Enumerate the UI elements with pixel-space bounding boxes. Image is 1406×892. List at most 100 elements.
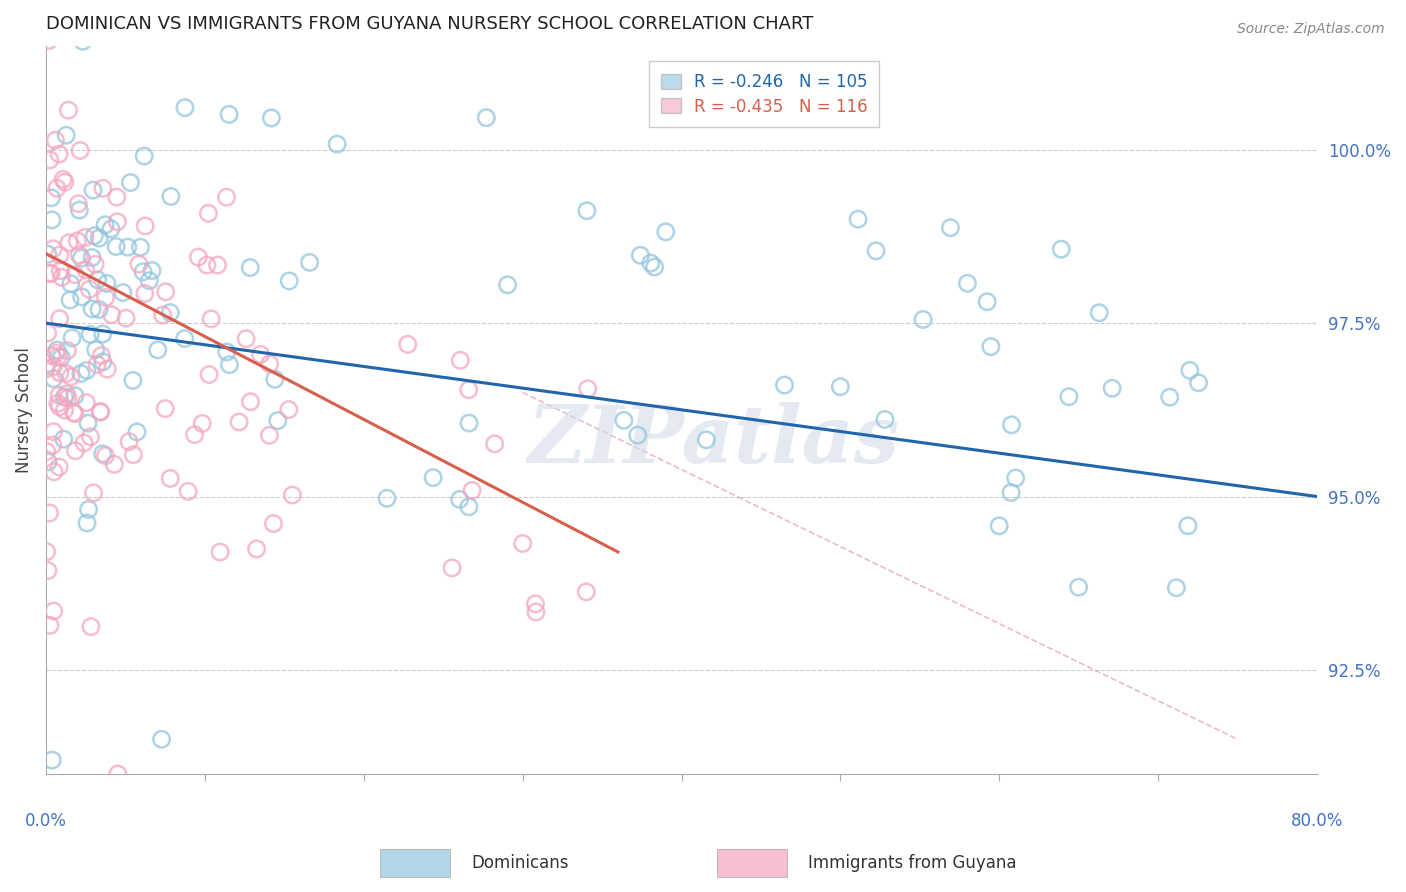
Point	[128, 257, 150, 271]
Point	[35, 544, 58, 558]
Point	[939, 220, 962, 235]
Point	[239, 260, 262, 275]
Point	[1057, 390, 1080, 404]
Point	[41, 753, 63, 767]
Point	[298, 255, 321, 269]
Point	[449, 353, 471, 368]
Point	[56, 391, 79, 405]
Point	[132, 265, 155, 279]
Point	[39, 266, 62, 280]
Point	[37, 455, 59, 469]
Point	[122, 373, 145, 387]
Point	[461, 483, 484, 498]
Point	[260, 111, 283, 125]
Point	[80, 251, 103, 265]
Point	[51, 351, 73, 365]
Point	[58, 103, 80, 118]
Point	[457, 500, 479, 514]
Text: Immigrants from Guyana: Immigrants from Guyana	[808, 854, 1017, 872]
Legend: R = -0.246   N = 105, R = -0.435   N = 116: R = -0.246 N = 105, R = -0.435 N = 116	[650, 62, 879, 128]
Point	[865, 244, 887, 258]
Point	[655, 225, 678, 239]
Point	[141, 263, 163, 277]
Y-axis label: Nursery School: Nursery School	[15, 347, 32, 473]
Point	[48, 248, 70, 262]
Point	[449, 492, 471, 507]
Point	[56, 343, 79, 358]
Text: 0.0%: 0.0%	[25, 812, 67, 830]
Point	[215, 345, 238, 359]
Point	[457, 383, 479, 397]
Point	[89, 231, 111, 245]
Point	[613, 413, 636, 427]
Point	[75, 263, 97, 277]
Point	[35, 444, 58, 458]
Point	[120, 176, 142, 190]
Point	[39, 618, 62, 632]
Point	[42, 604, 65, 618]
Point	[91, 355, 114, 369]
Point	[191, 417, 214, 431]
Point	[45, 346, 67, 360]
Point	[458, 416, 481, 430]
Point	[1004, 471, 1026, 485]
Point	[76, 363, 98, 377]
Point	[122, 448, 145, 462]
Point	[77, 502, 100, 516]
Point	[1178, 363, 1201, 377]
Point	[105, 190, 128, 204]
Point	[73, 436, 96, 450]
Point	[627, 428, 650, 442]
Point	[46, 343, 69, 357]
Point	[38, 33, 60, 47]
Point	[118, 434, 141, 449]
Point	[1050, 242, 1073, 256]
Point	[70, 251, 93, 265]
Point	[42, 425, 65, 439]
Point	[48, 311, 70, 326]
Point	[129, 240, 152, 254]
Point	[396, 337, 419, 351]
Point	[200, 312, 222, 326]
Point	[53, 390, 76, 404]
Point	[134, 149, 156, 163]
Point	[262, 516, 284, 531]
Point	[94, 449, 117, 463]
Point	[79, 282, 101, 296]
Point	[277, 402, 299, 417]
Point	[83, 228, 105, 243]
Point	[441, 561, 464, 575]
Point	[159, 189, 181, 203]
Point	[107, 767, 129, 781]
Point	[956, 277, 979, 291]
Point	[105, 239, 128, 253]
Point	[134, 219, 156, 233]
Point	[86, 358, 108, 372]
Point	[79, 430, 101, 444]
Point	[55, 367, 77, 381]
Point	[138, 274, 160, 288]
Point	[41, 349, 63, 363]
Point	[48, 400, 70, 414]
Point	[89, 405, 111, 419]
Point	[37, 326, 59, 340]
Point	[53, 403, 76, 417]
Point	[52, 432, 75, 446]
Point	[146, 343, 169, 357]
Point	[228, 415, 250, 429]
Point	[644, 260, 666, 274]
Point	[60, 331, 83, 345]
Point	[215, 190, 238, 204]
Text: DOMINICAN VS IMMIGRANTS FROM GUYANA NURSERY SCHOOL CORRELATION CHART: DOMINICAN VS IMMIGRANTS FROM GUYANA NURS…	[46, 15, 814, 33]
Point	[117, 240, 139, 254]
Point	[1000, 485, 1022, 500]
Point	[67, 202, 90, 217]
Point	[278, 274, 301, 288]
Point	[575, 585, 598, 599]
Point	[38, 267, 60, 281]
Point	[63, 389, 86, 403]
Point	[155, 285, 177, 299]
Point	[86, 273, 108, 287]
Point	[326, 137, 349, 152]
Point	[94, 218, 117, 232]
